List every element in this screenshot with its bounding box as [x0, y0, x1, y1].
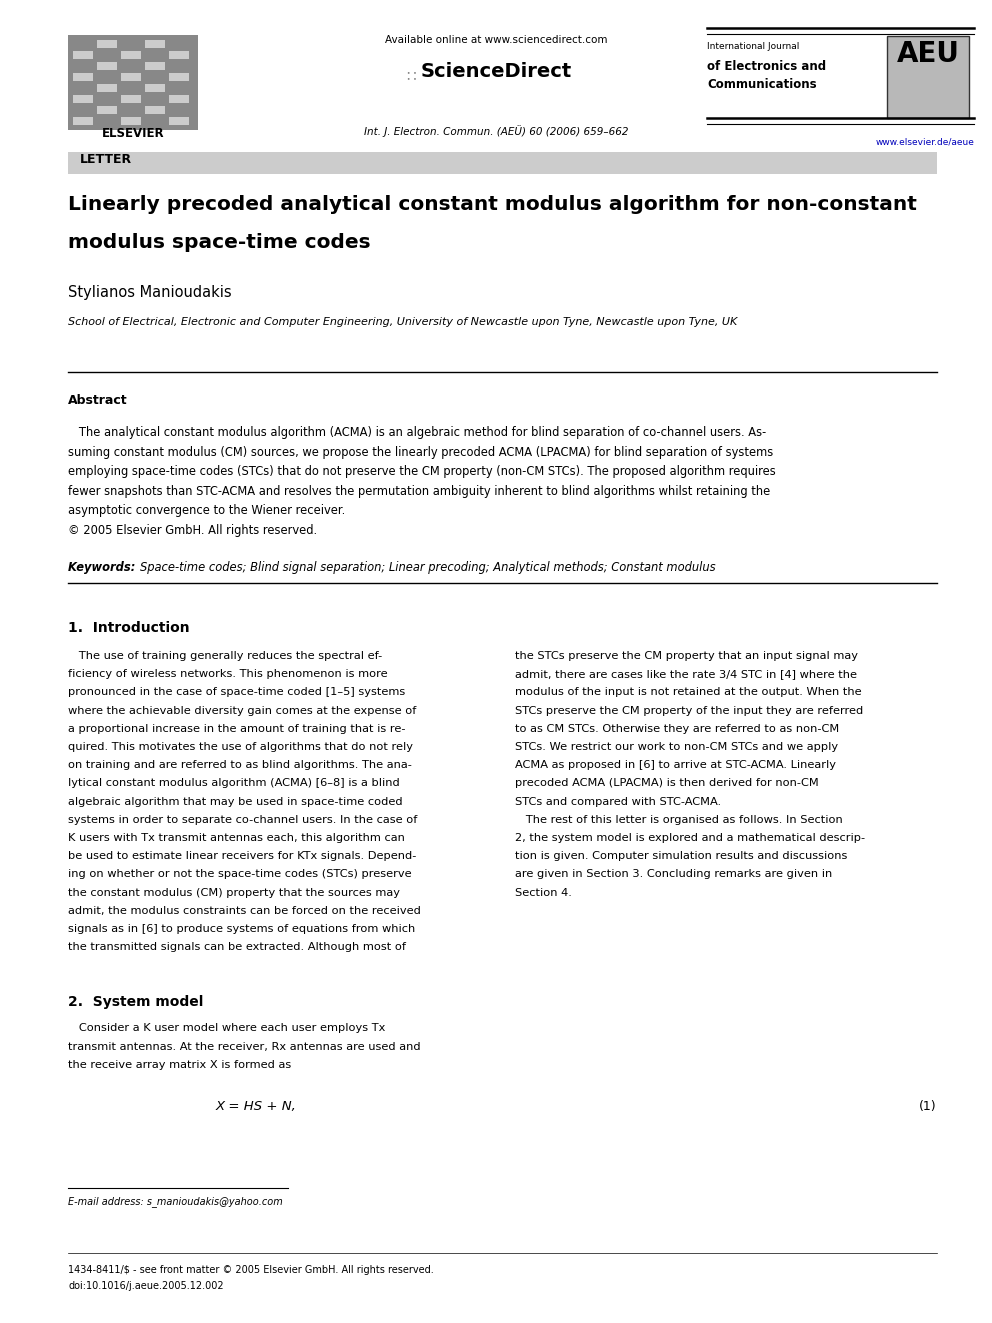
Text: STCs. We restrict our work to non-CM STCs and we apply: STCs. We restrict our work to non-CM STC…: [515, 742, 838, 751]
Text: the STCs preserve the CM property that an input signal may: the STCs preserve the CM property that a…: [515, 651, 858, 662]
Bar: [169, 116, 189, 124]
Bar: [73, 52, 93, 60]
Text: to as CM STCs. Otherwise they are referred to as non-CM: to as CM STCs. Otherwise they are referr…: [515, 724, 839, 734]
Bar: [97, 106, 117, 114]
Text: on training and are referred to as blind algorithms. The ana-: on training and are referred to as blind…: [68, 761, 412, 770]
Bar: [73, 116, 93, 124]
Bar: [68, 34, 198, 130]
Text: www.elsevier.de/aeue: www.elsevier.de/aeue: [875, 138, 974, 147]
Text: Available online at www.sciencedirect.com: Available online at www.sciencedirect.co…: [385, 34, 607, 45]
Text: Keywords:: Keywords:: [68, 561, 139, 574]
Text: AEU: AEU: [897, 40, 959, 67]
Text: be used to estimate linear receivers for KTx signals. Depend-: be used to estimate linear receivers for…: [68, 851, 417, 861]
Text: Communications: Communications: [707, 78, 816, 91]
Text: the receive array matrix X is formed as: the receive array matrix X is formed as: [68, 1060, 292, 1070]
Text: transmit antennas. At the receiver, Rx antennas are used and: transmit antennas. At the receiver, Rx a…: [68, 1041, 421, 1052]
Text: admit, there are cases like the rate 3/4 STC in [4] where the: admit, there are cases like the rate 3/4…: [515, 669, 857, 679]
Text: a proportional increase in the amount of training that is re-: a proportional increase in the amount of…: [68, 724, 406, 734]
Bar: [121, 95, 141, 103]
Text: The use of training generally reduces the spectral ef-: The use of training generally reduces th…: [68, 651, 382, 662]
Bar: [97, 83, 117, 93]
Bar: [121, 52, 141, 60]
Text: School of Electrical, Electronic and Computer Engineering, University of Newcast: School of Electrical, Electronic and Com…: [68, 318, 737, 327]
Text: of Electronics and: of Electronics and: [707, 60, 826, 73]
Bar: [145, 62, 165, 70]
Bar: [169, 52, 189, 60]
Text: © 2005 Elsevier GmbH. All rights reserved.: © 2005 Elsevier GmbH. All rights reserve…: [68, 524, 317, 537]
Text: modulus of the input is not retained at the output. When the: modulus of the input is not retained at …: [515, 688, 862, 697]
Text: Linearly precoded analytical constant modulus algorithm for non-constant: Linearly precoded analytical constant mo…: [68, 194, 917, 214]
Text: The analytical constant modulus algorithm (ACMA) is an algebraic method for blin: The analytical constant modulus algorith…: [68, 426, 766, 439]
Bar: [73, 73, 93, 81]
Bar: [169, 73, 189, 81]
Bar: [73, 95, 93, 103]
Bar: [97, 40, 117, 48]
Text: Space-time codes; Blind signal separation; Linear precoding; Analytical methods;: Space-time codes; Blind signal separatio…: [140, 561, 715, 574]
Text: LETTER: LETTER: [80, 153, 132, 165]
Text: Stylianos Manioudakis: Stylianos Manioudakis: [68, 284, 231, 300]
Text: employing space-time codes (STCs) that do not preserve the CM property (non-CM S: employing space-time codes (STCs) that d…: [68, 464, 776, 478]
Text: asymptotic convergence to the Wiener receiver.: asymptotic convergence to the Wiener rec…: [68, 504, 345, 517]
Text: the transmitted signals can be extracted. Although most of: the transmitted signals can be extracted…: [68, 942, 406, 953]
Text: ACMA as proposed in [6] to arrive at STC-ACMA. Linearly: ACMA as proposed in [6] to arrive at STC…: [515, 761, 836, 770]
Text: The rest of this letter is organised as follows. In Section: The rest of this letter is organised as …: [515, 815, 843, 824]
Text: quired. This motivates the use of algorithms that do not rely: quired. This motivates the use of algori…: [68, 742, 413, 751]
Text: the constant modulus (CM) property that the sources may: the constant modulus (CM) property that …: [68, 888, 400, 897]
Bar: [169, 95, 189, 103]
Text: Consider a K user model where each user employs Tx: Consider a K user model where each user …: [68, 1024, 385, 1033]
Text: E-mail address: s_manioudakis@yahoo.com: E-mail address: s_manioudakis@yahoo.com: [68, 1196, 283, 1207]
Bar: [145, 106, 165, 114]
Text: ELSEVIER: ELSEVIER: [102, 127, 165, 140]
Text: doi:10.1016/j.aeue.2005.12.002: doi:10.1016/j.aeue.2005.12.002: [68, 1281, 223, 1291]
Text: precoded ACMA (LPACMA) is then derived for non-CM: precoded ACMA (LPACMA) is then derived f…: [515, 778, 818, 789]
Text: where the achievable diversity gain comes at the expense of: where the achievable diversity gain come…: [68, 705, 417, 716]
Text: 1434-8411/$ - see front matter © 2005 Elsevier GmbH. All rights reserved.: 1434-8411/$ - see front matter © 2005 El…: [68, 1265, 434, 1275]
Text: suming constant modulus (CM) sources, we propose the linearly precoded ACMA (LPA: suming constant modulus (CM) sources, we…: [68, 446, 773, 459]
Text: K users with Tx transmit antennas each, this algorithm can: K users with Tx transmit antennas each, …: [68, 833, 405, 843]
Text: ScienceDirect: ScienceDirect: [421, 62, 571, 81]
Bar: [887, 36, 969, 118]
Text: Abstract: Abstract: [68, 394, 128, 407]
Text: algebraic algorithm that may be used in space-time coded: algebraic algorithm that may be used in …: [68, 796, 403, 807]
Text: systems in order to separate co-channel users. In the case of: systems in order to separate co-channel …: [68, 815, 418, 824]
Text: (1): (1): [920, 1099, 937, 1113]
Bar: [121, 116, 141, 124]
Text: fewer snapshots than STC-ACMA and resolves the permutation ambiguity inherent to: fewer snapshots than STC-ACMA and resolv…: [68, 484, 770, 497]
Text: ∷: ∷: [406, 67, 416, 83]
Text: Int. J. Electron. Commun. (AEÜ) 60 (2006) 659–662: Int. J. Electron. Commun. (AEÜ) 60 (2006…: [364, 124, 628, 136]
Text: 2, the system model is explored and a mathematical descrip-: 2, the system model is explored and a ma…: [515, 833, 865, 843]
Text: 1.  Introduction: 1. Introduction: [68, 620, 189, 635]
Bar: [145, 40, 165, 48]
Bar: [68, 152, 937, 175]
Bar: [121, 73, 141, 81]
Text: Section 4.: Section 4.: [515, 888, 571, 897]
Text: ficiency of wireless networks. This phenomenon is more: ficiency of wireless networks. This phen…: [68, 669, 388, 679]
Text: International Journal: International Journal: [707, 42, 800, 52]
Text: ing on whether or not the space-time codes (STCs) preserve: ing on whether or not the space-time cod…: [68, 869, 412, 880]
Text: tion is given. Computer simulation results and discussions: tion is given. Computer simulation resul…: [515, 851, 847, 861]
Bar: [97, 62, 117, 70]
Text: signals as in [6] to produce systems of equations from which: signals as in [6] to produce systems of …: [68, 923, 416, 934]
Text: STCs and compared with STC-ACMA.: STCs and compared with STC-ACMA.: [515, 796, 721, 807]
Text: are given in Section 3. Concluding remarks are given in: are given in Section 3. Concluding remar…: [515, 869, 832, 880]
Bar: [145, 83, 165, 93]
Text: 2.  System model: 2. System model: [68, 995, 203, 1009]
Text: STCs preserve the CM property of the input they are referred: STCs preserve the CM property of the inp…: [515, 705, 863, 716]
Text: modulus space-time codes: modulus space-time codes: [68, 233, 371, 251]
Text: pronounced in the case of space-time coded [1–5] systems: pronounced in the case of space-time cod…: [68, 688, 406, 697]
Text: lytical constant modulus algorithm (ACMA) [6–8] is a blind: lytical constant modulus algorithm (ACMA…: [68, 778, 400, 789]
Text: X = HS + N,: X = HS + N,: [215, 1099, 297, 1113]
Text: admit, the modulus constraints can be forced on the received: admit, the modulus constraints can be fo…: [68, 906, 421, 916]
